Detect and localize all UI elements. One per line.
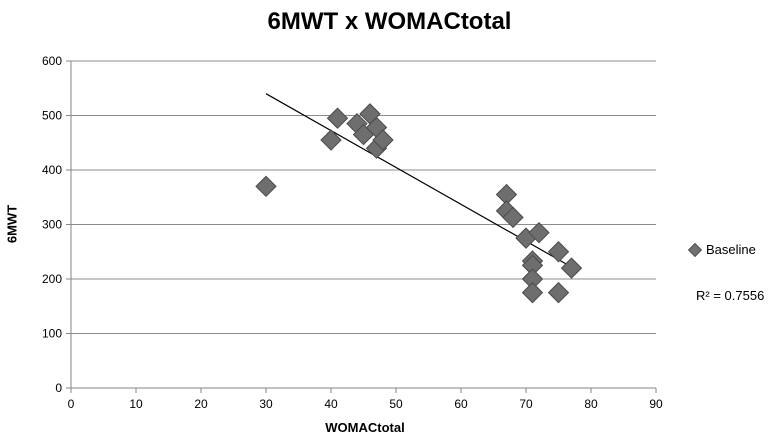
data-point bbox=[521, 281, 544, 304]
x-tick-label: 30 bbox=[259, 397, 273, 411]
x-tick-label: 90 bbox=[649, 397, 663, 411]
x-tick-label: 40 bbox=[324, 397, 338, 411]
y-tick-label: 500 bbox=[42, 109, 62, 123]
data-point bbox=[255, 175, 277, 198]
x-tick-label: 80 bbox=[584, 397, 598, 411]
legend-label: Baseline bbox=[706, 242, 756, 257]
legend-diamond-icon bbox=[687, 242, 703, 257]
y-tick-label: 300 bbox=[42, 218, 62, 232]
data-point bbox=[372, 129, 394, 151]
data-point bbox=[560, 257, 583, 279]
chart-title: 6MWT x WOMACtotal bbox=[267, 8, 512, 35]
legend: Baseline bbox=[687, 242, 756, 257]
data-point bbox=[547, 281, 570, 304]
x-tick-label: 0 bbox=[68, 397, 75, 411]
x-tick-label: 60 bbox=[454, 397, 468, 411]
y-tick-label: 100 bbox=[42, 327, 62, 341]
data-point bbox=[320, 129, 342, 151]
data-point bbox=[547, 241, 570, 263]
x-axis-label: WOMACtotal bbox=[325, 420, 405, 435]
data-point bbox=[326, 107, 349, 129]
data-point bbox=[528, 221, 550, 244]
y-tick-label: 600 bbox=[42, 54, 62, 68]
r-squared-label: R² = 0.7556 bbox=[696, 288, 765, 303]
x-tick-label: 50 bbox=[389, 397, 403, 411]
data-point bbox=[502, 206, 524, 229]
x-tick-label: 20 bbox=[194, 397, 208, 411]
x-tick-label: 70 bbox=[519, 397, 533, 411]
x-tick-label: 10 bbox=[129, 397, 143, 411]
y-tick-label: 0 bbox=[55, 381, 62, 395]
y-tick-label: 400 bbox=[42, 163, 62, 177]
y-tick-label: 200 bbox=[42, 272, 62, 286]
